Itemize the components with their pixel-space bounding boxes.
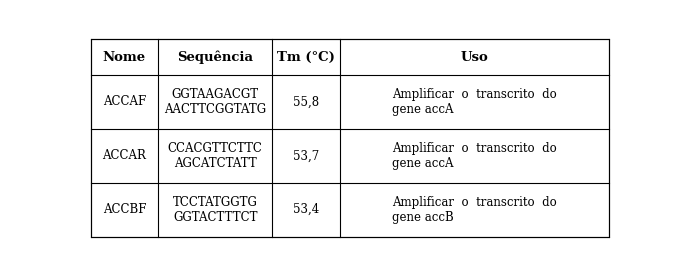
Text: Uso: Uso [460, 51, 488, 64]
Text: ACCAR: ACCAR [102, 149, 146, 162]
Text: CCACGTTCTTC
AGCATCTATT: CCACGTTCTTC AGCATCTATT [168, 142, 262, 170]
Text: ACCBF: ACCBF [102, 203, 146, 216]
Text: Amplificar  o  transcrito  do
gene accA: Amplificar o transcrito do gene accA [392, 142, 557, 170]
Text: Amplificar  o  transcrito  do
gene accB: Amplificar o transcrito do gene accB [392, 196, 557, 224]
Text: 55,8: 55,8 [293, 96, 319, 108]
Text: ACCAF: ACCAF [102, 96, 146, 108]
Text: GGTAAGACGT
AACTTCGGTATG: GGTAAGACGT AACTTCGGTATG [164, 88, 266, 116]
Text: 53,4: 53,4 [293, 203, 319, 216]
Text: 53,7: 53,7 [293, 149, 319, 162]
Text: Tm (°C): Tm (°C) [277, 51, 335, 64]
Text: Sequência: Sequência [177, 50, 253, 64]
Text: TCCTATGGTG
GGTACTTTCT: TCCTATGGTG GGTACTTTCT [173, 196, 257, 224]
Text: Amplificar  o  transcrito  do
gene accA: Amplificar o transcrito do gene accA [392, 88, 557, 116]
Text: Nome: Nome [103, 51, 146, 64]
